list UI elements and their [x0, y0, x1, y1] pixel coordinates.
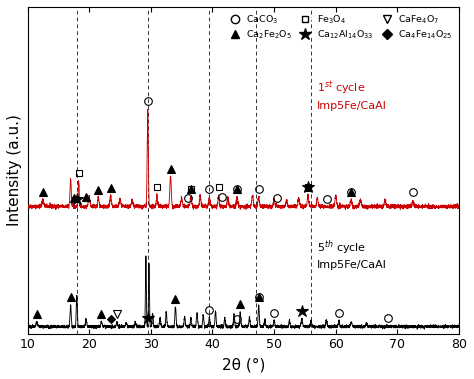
- Text: 5$^{th}$ cycle
Imp5Fe/CaAl: 5$^{th}$ cycle Imp5Fe/CaAl: [317, 238, 387, 270]
- Legend: CaCO$_3$, Ca$_2$Fe$_2$O$_5$, Fe$_3$O$_4$, Ca$_{12}$Al$_{14}$O$_{33}$, CaFe$_4$O$: CaCO$_3$, Ca$_2$Fe$_2$O$_5$, Fe$_3$O$_4$…: [223, 12, 455, 43]
- Y-axis label: Intensity (a.u.): Intensity (a.u.): [7, 114, 22, 226]
- X-axis label: 2θ (°): 2θ (°): [221, 357, 265, 372]
- Text: 1$^{st}$ cycle
Imp5Fe/CaAl: 1$^{st}$ cycle Imp5Fe/CaAl: [317, 80, 387, 111]
